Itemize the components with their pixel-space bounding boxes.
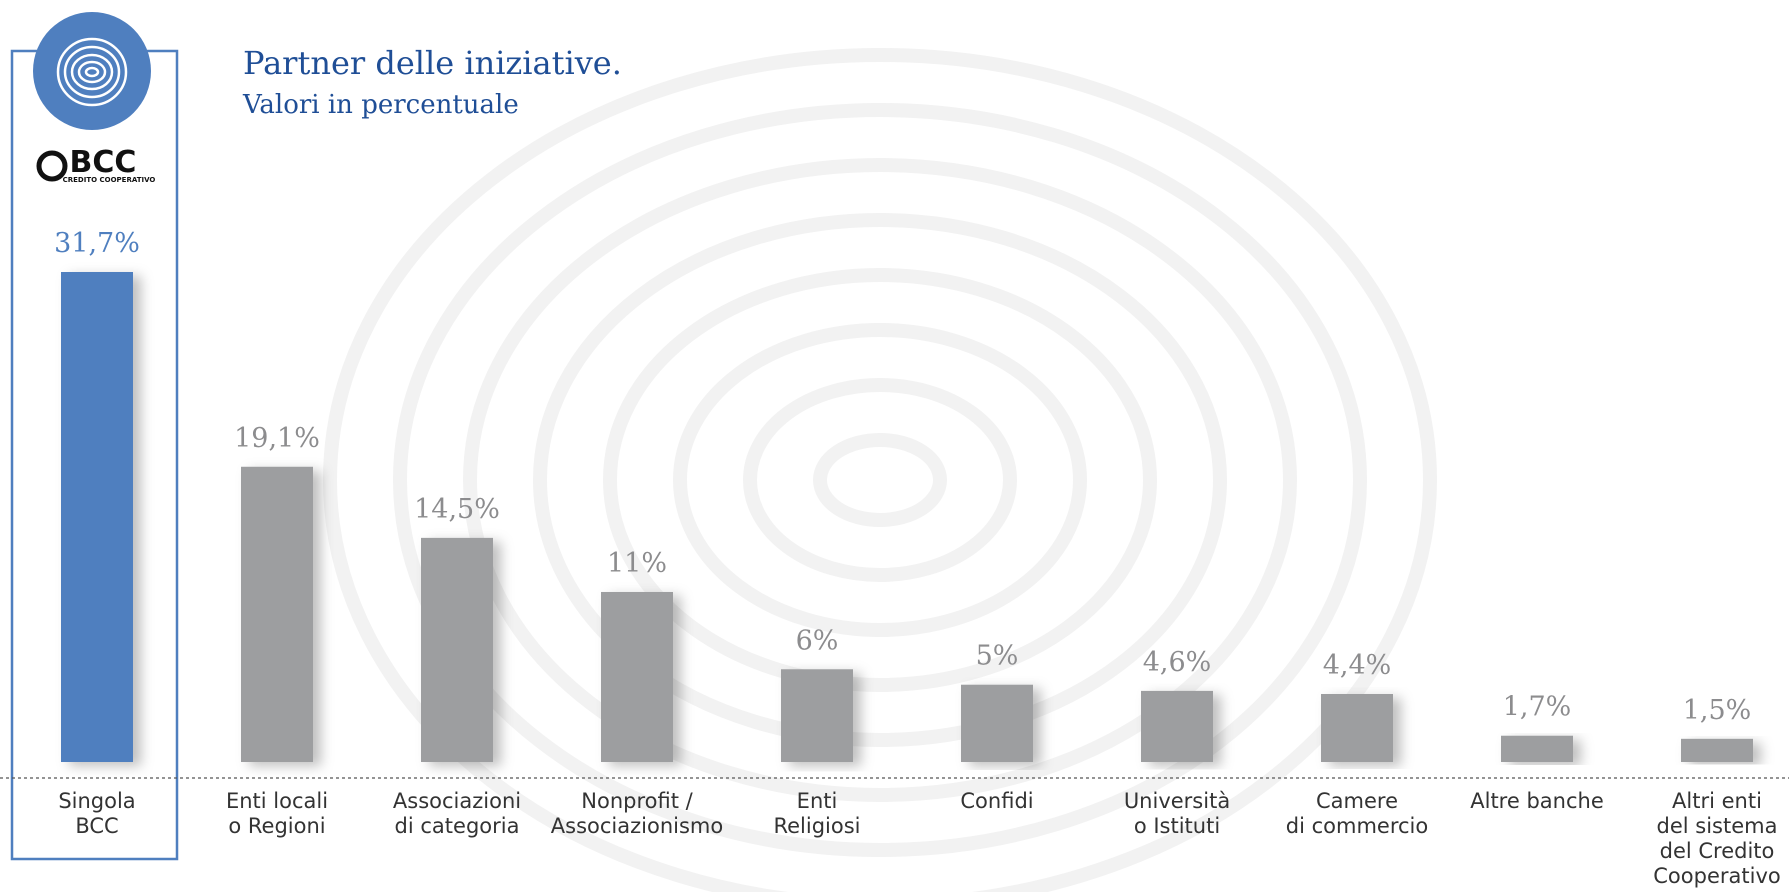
category-label: di commercio: [1286, 814, 1428, 838]
bar: [1321, 693, 1393, 762]
category-label: o Regioni: [228, 814, 325, 838]
background-fingerprint: [323, 48, 1437, 892]
category-label: BCC: [75, 814, 118, 838]
value-label: 6%: [796, 625, 839, 656]
category-label: di categoria: [395, 814, 520, 838]
category-label: Religiosi: [773, 814, 860, 838]
category-label: Enti: [797, 789, 838, 813]
value-label: 5%: [976, 641, 1019, 672]
bar: [601, 591, 673, 762]
bar: [1681, 738, 1753, 762]
category-label: del Credito: [1660, 839, 1775, 863]
category-label: Altre banche: [1470, 789, 1604, 813]
category-label: o Istituti: [1134, 814, 1220, 838]
logo-fingerprint: [33, 12, 151, 130]
category-label: Singola: [58, 789, 135, 813]
bar: [1141, 690, 1213, 762]
value-label: 4,4%: [1323, 650, 1392, 681]
value-label: 1,7%: [1503, 692, 1572, 723]
value-label: 1,5%: [1683, 695, 1752, 726]
value-label: 19,1%: [234, 423, 320, 454]
value-label: 11%: [607, 548, 667, 579]
category-label: del sistema: [1657, 814, 1778, 838]
bar: [781, 669, 853, 762]
bar: [961, 684, 1033, 762]
chart-subtitle: Valori in percentuale: [242, 90, 519, 120]
category-label: Nonprofit /: [581, 789, 693, 813]
bar: [61, 272, 133, 762]
category-label: Associazionismo: [551, 814, 723, 838]
chart-title: Partner delle iniziative.: [243, 44, 622, 82]
logo-name: BCC: [70, 145, 137, 180]
category-label: Camere: [1316, 789, 1398, 813]
value-label: 31,7%: [54, 228, 140, 259]
value-label: 14,5%: [414, 494, 500, 525]
bar: [421, 537, 493, 762]
value-label: 4,6%: [1143, 647, 1212, 678]
logo-mark: [36, 150, 68, 182]
category-label: Associazioni: [393, 789, 521, 813]
bar: [1501, 735, 1573, 762]
category-label: Università: [1124, 789, 1230, 813]
category-label: Enti locali: [226, 789, 328, 813]
logo-tagline: CREDITO COOPERATIVO: [63, 176, 156, 184]
category-label: Confidi: [960, 789, 1033, 813]
bar: [241, 466, 313, 762]
category-label: Cooperativo: [1653, 864, 1780, 888]
category-label: Altri enti: [1672, 789, 1762, 813]
